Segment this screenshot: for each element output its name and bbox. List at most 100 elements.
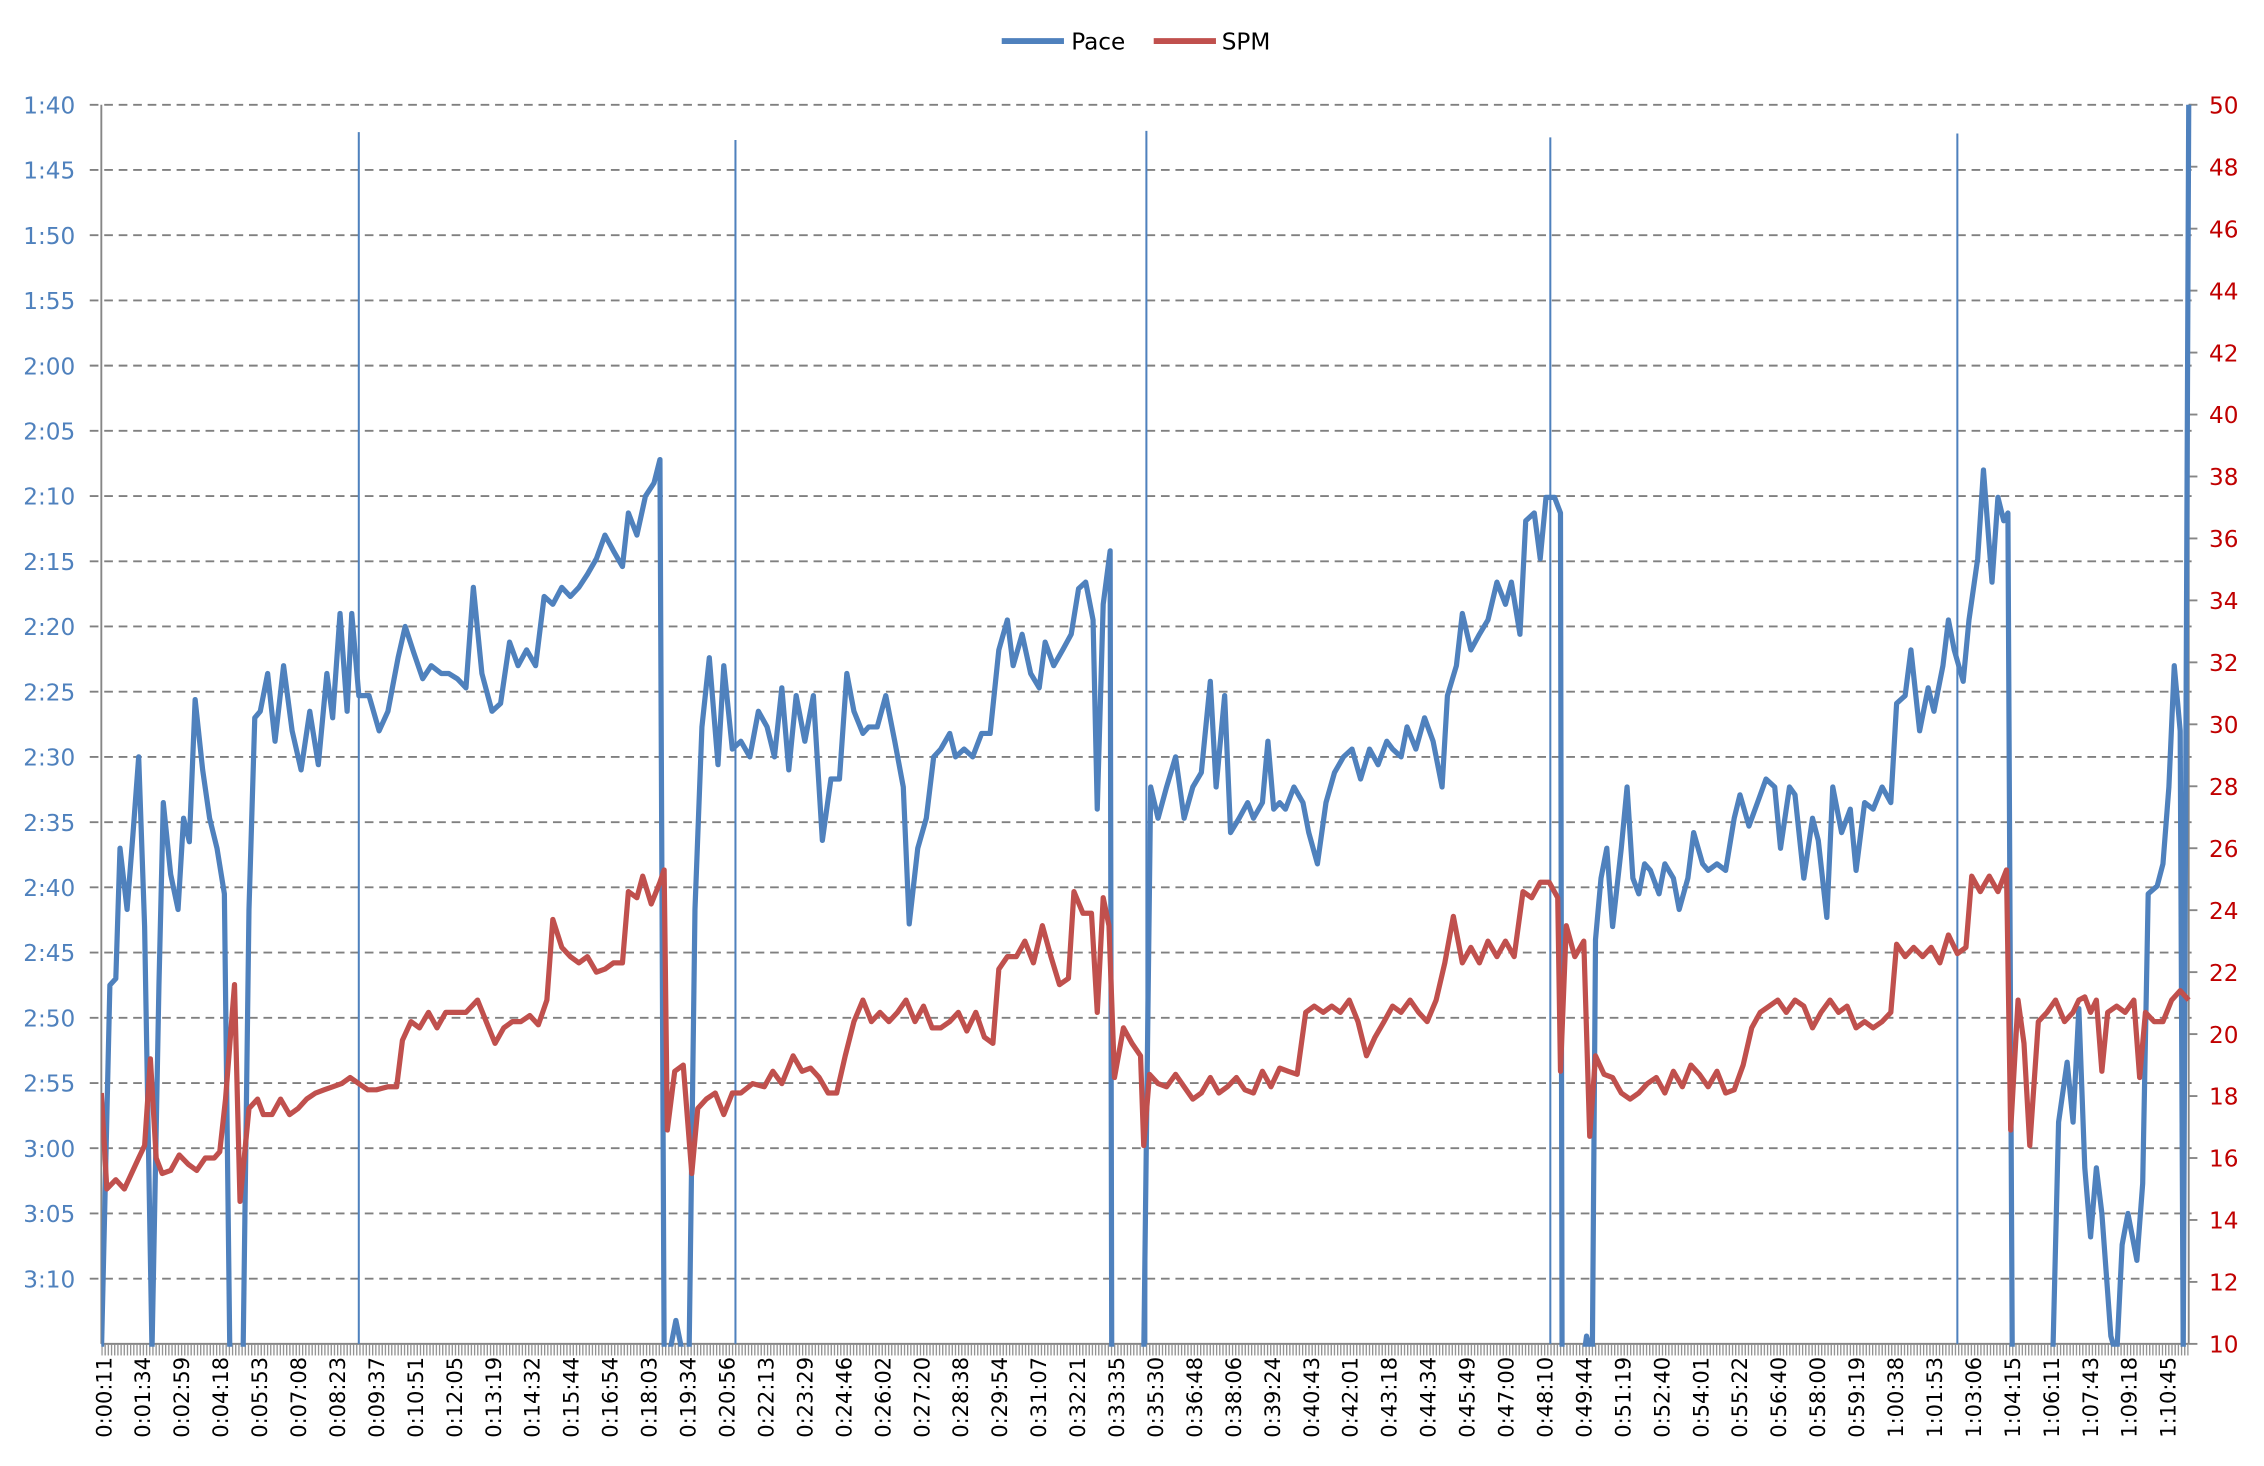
x-tick-label: 0:18:03 <box>638 1357 662 1438</box>
x-tick-label: 0:47:00 <box>1495 1357 1519 1438</box>
x-tick-label: 0:44:34 <box>1417 1357 1441 1438</box>
pace-series-line <box>101 104 2192 1347</box>
x-tick-label: 0:22:13 <box>754 1357 778 1438</box>
x-tick-label: 1:01:53 <box>1923 1357 1947 1438</box>
x-tick-label: 0:07:08 <box>287 1357 311 1438</box>
left-tick-label: 1:55 <box>23 289 75 315</box>
right-tick-label: 12 <box>2209 1271 2238 1297</box>
x-tick-label: 0:58:00 <box>1806 1357 1830 1438</box>
x-tick-label: 1:04:15 <box>2001 1357 2025 1438</box>
x-tick-label: 0:48:10 <box>1533 1357 1557 1438</box>
x-tick-label: 0:20:56 <box>716 1357 740 1438</box>
x-tick-label: 0:33:35 <box>1105 1357 1129 1438</box>
right-tick-label: 50 <box>2209 93 2238 119</box>
x-tick-label: 0:19:34 <box>677 1357 701 1438</box>
left-tick-label: 2:45 <box>23 941 75 967</box>
x-tick-label: 0:10:51 <box>404 1357 428 1438</box>
x-tick-label: 0:28:38 <box>949 1357 973 1438</box>
right-tick-label: 20 <box>2209 1023 2238 1049</box>
left-tick-label: 2:05 <box>23 420 75 446</box>
right-axis-labels: 50 48 46 44 42 40 38 36 34 32 30 28 26 24 22 20 18 16 14 12… <box>2188 93 2238 1359</box>
left-tick-label: 2:55 <box>23 1072 75 1098</box>
x-tick-label: 0:55:22 <box>1728 1357 1752 1438</box>
left-tick-label: 2:50 <box>23 1006 75 1032</box>
spm-series-line <box>101 867 2191 1205</box>
x-tick-label: 0:54:01 <box>1689 1357 1713 1438</box>
x-tick-label: 1:00:38 <box>1884 1357 1908 1438</box>
x-tick-label: 0:16:54 <box>599 1357 623 1438</box>
x-tick-label: 0:05:53 <box>248 1357 272 1438</box>
right-tick-label: 38 <box>2209 465 2238 491</box>
x-tick-label: 0:36:48 <box>1183 1357 1207 1438</box>
x-tick-label: 0:45:49 <box>1456 1357 1480 1438</box>
x-tick-label: 0:00:11 <box>92 1357 116 1438</box>
right-tick-label: 40 <box>2209 403 2238 429</box>
x-tick-label: 0:40:43 <box>1300 1357 1324 1438</box>
x-tick-label: 0:32:21 <box>1066 1357 1090 1438</box>
right-tick-label: 34 <box>2209 589 2238 615</box>
right-tick-label: 36 <box>2209 527 2238 553</box>
x-tick-label: 1:07:43 <box>2079 1357 2103 1438</box>
plot-marks <box>101 104 2192 1347</box>
x-tick-label: 0:42:01 <box>1339 1357 1363 1438</box>
right-tick-label: 48 <box>2209 155 2238 181</box>
x-tick-label: 1:03:06 <box>1962 1357 1986 1438</box>
left-tick-label: 3:05 <box>23 1202 75 1228</box>
x-tick-label: 0:09:37 <box>365 1357 389 1438</box>
left-tick-label: 3:10 <box>23 1267 75 1293</box>
x-tick-label: 0:49:44 <box>1572 1357 1596 1438</box>
left-axis-labels: 1:40 1:45 1:50 1:55 2:00 2:05 2:10 2:15 2:20 2:25… <box>23 93 75 1293</box>
right-tick-label: 42 <box>2209 341 2238 367</box>
x-tick-label: 0:12:05 <box>443 1357 467 1438</box>
x-tick-label: 0:39:24 <box>1261 1357 1285 1438</box>
x-tick-label: 0:27:20 <box>910 1357 934 1438</box>
left-tick-label: 2:15 <box>23 550 75 576</box>
left-tick-label: 2:35 <box>23 811 75 837</box>
x-tick-label: 0:13:19 <box>482 1357 506 1438</box>
x-tick-label: 0:23:29 <box>793 1357 817 1438</box>
right-tick-label: 24 <box>2209 899 2238 925</box>
right-tick-label: 28 <box>2209 775 2238 801</box>
left-tick-label: 2:20 <box>23 615 75 641</box>
x-tick-label: 0:31:07 <box>1027 1357 1051 1438</box>
right-tick-label: 46 <box>2209 217 2238 243</box>
x-tick-label: 0:29:54 <box>988 1357 1012 1438</box>
x-axis-labels: 0:00:11 0:01:34 0:02:59 0:04:18 0:05:53 0:07:… <box>92 1357 2180 1438</box>
x-tick-label: 0:02:59 <box>170 1357 194 1438</box>
x-tick-label: 0:01:34 <box>131 1357 155 1438</box>
right-tick-label: 16 <box>2209 1147 2238 1173</box>
x-tick-label: 0:04:18 <box>209 1357 233 1438</box>
legend-spm-label: SPM <box>1222 30 1271 56</box>
right-tick-label: 32 <box>2209 651 2238 677</box>
left-tick-label: 2:40 <box>23 876 75 902</box>
x-tick-label: 0:51:19 <box>1611 1357 1635 1438</box>
right-tick-label: 10 <box>2209 1333 2238 1359</box>
left-tick-label: 2:00 <box>23 354 75 380</box>
x-tick-label: 0:08:23 <box>326 1357 350 1438</box>
left-tick-label: 1:45 <box>23 159 75 185</box>
legend: Pace SPM <box>1001 30 1271 56</box>
x-tick-label: 1:09:18 <box>2118 1357 2142 1438</box>
left-tick-label: 2:30 <box>23 746 75 772</box>
x-tick-label: 0:24:46 <box>832 1357 856 1438</box>
x-tick-label: 0:52:40 <box>1650 1357 1674 1438</box>
right-tick-label: 44 <box>2209 279 2238 305</box>
x-tick-label: 0:59:19 <box>1845 1357 1869 1438</box>
right-tick-label: 26 <box>2209 837 2238 863</box>
x-tick-label: 0:43:18 <box>1378 1357 1402 1438</box>
x-axis-minor-ticks <box>101 1343 2189 1356</box>
left-tick-label: 2:10 <box>23 485 75 511</box>
left-tick-label: 1:50 <box>23 224 75 250</box>
left-tick-label: 2:25 <box>23 680 75 706</box>
legend-pace-label: Pace <box>1071 30 1125 56</box>
x-tick-label: 0:26:02 <box>871 1357 895 1438</box>
left-tick-label: 3:00 <box>23 1137 75 1163</box>
right-tick-label: 14 <box>2209 1209 2238 1235</box>
x-tick-label: 1:10:45 <box>2157 1357 2181 1438</box>
right-tick-label: 18 <box>2209 1085 2238 1111</box>
x-tick-label: 1:06:11 <box>2040 1357 2064 1438</box>
x-tick-label: 0:15:44 <box>560 1357 584 1438</box>
x-tick-label: 0:38:06 <box>1222 1357 1246 1438</box>
x-tick-label: 0:56:40 <box>1767 1357 1791 1438</box>
